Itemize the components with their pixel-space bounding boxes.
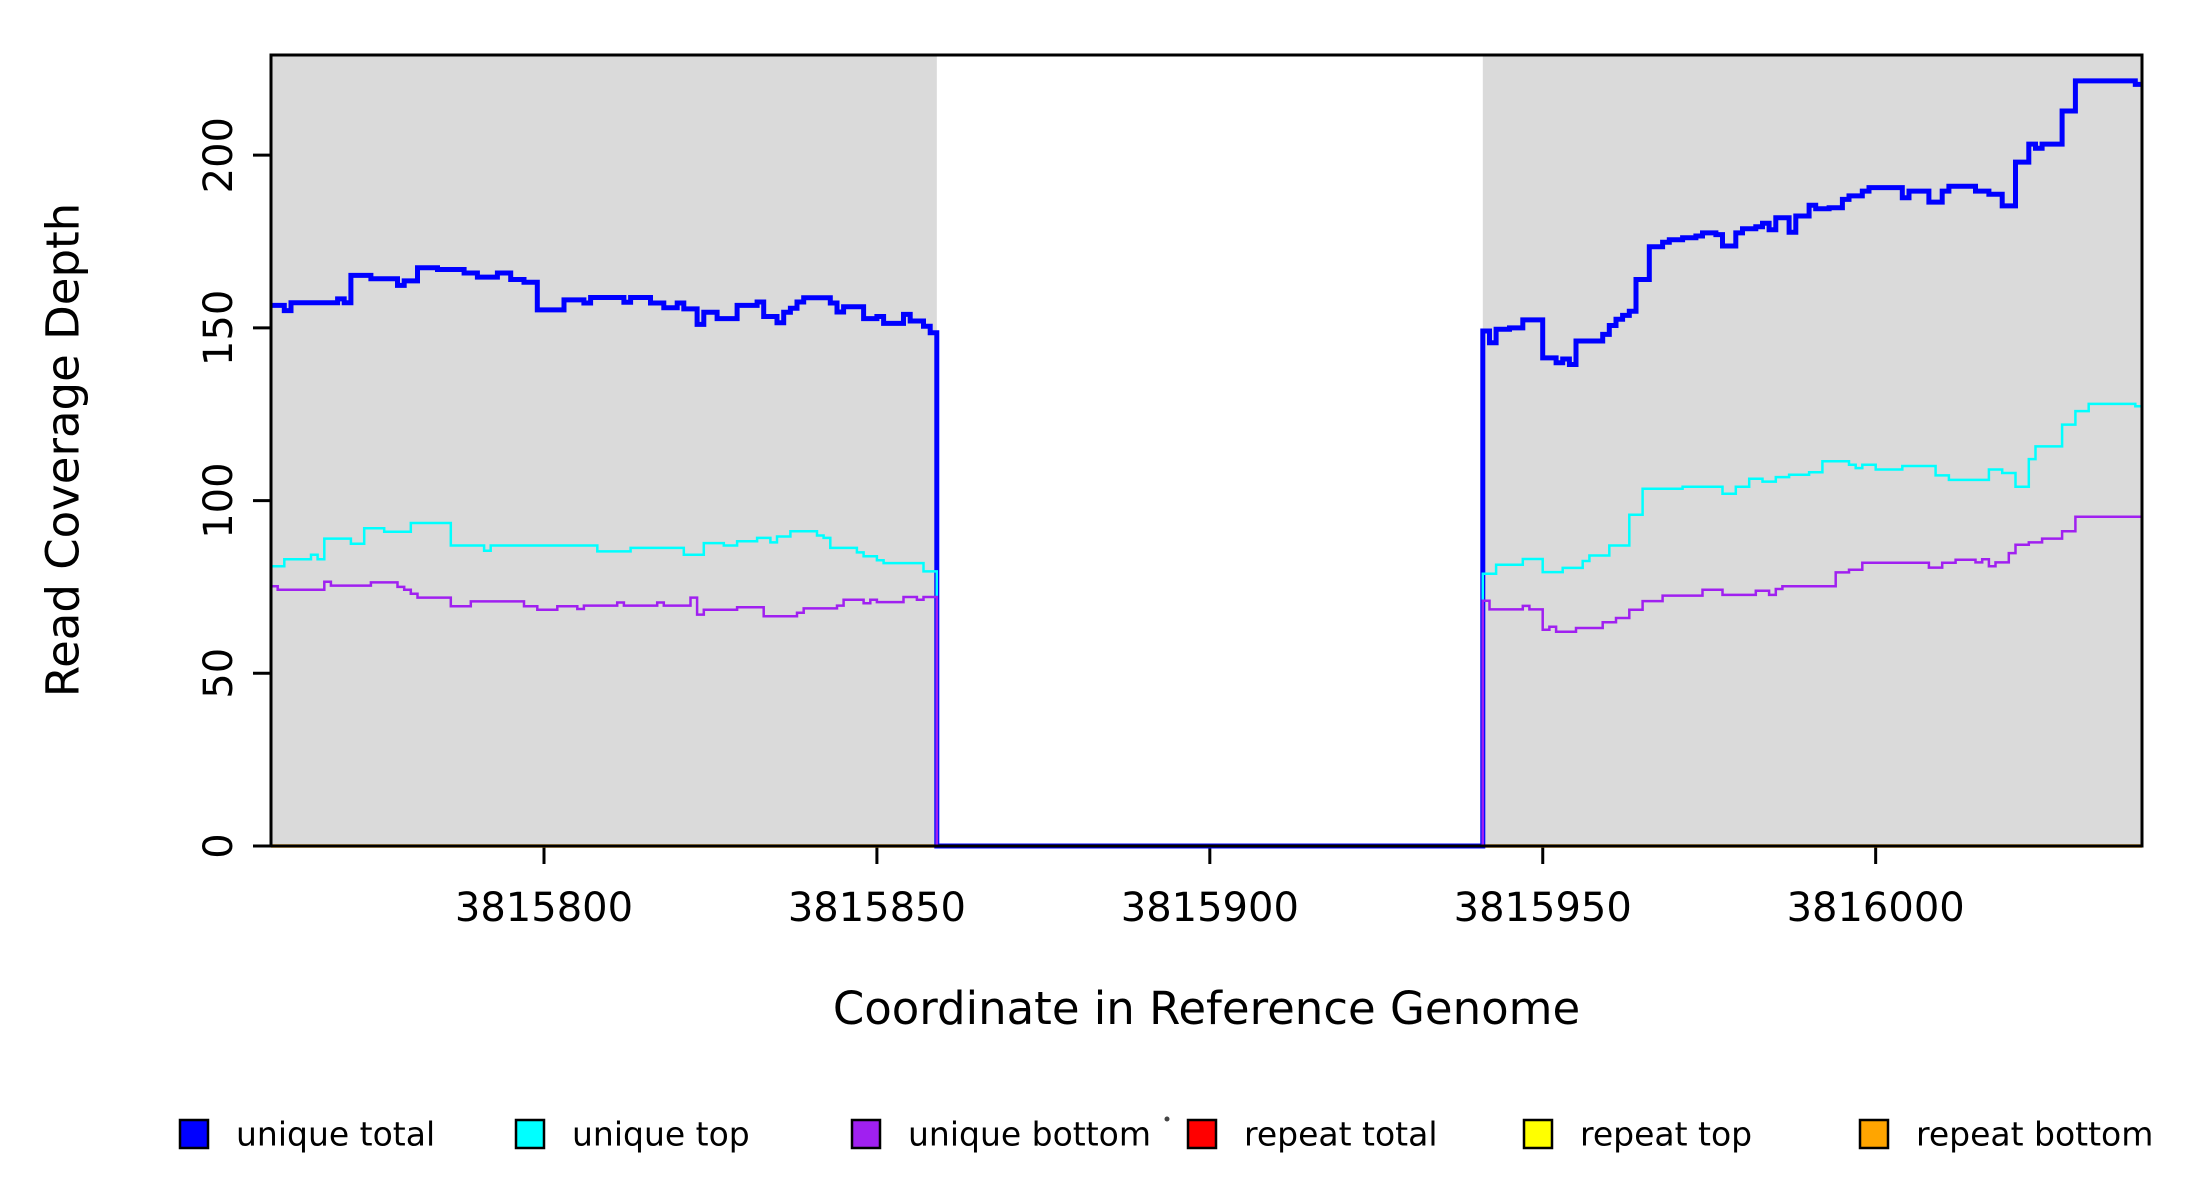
x-tick-label: 3815950 [1454,885,1632,931]
series-line-unique-top [271,402,2142,848]
legend-swatch-unique-total [178,1118,210,1150]
legend-label-repeat-top: repeat top [1580,1115,1752,1154]
legend-swatch-repeat-bottom [1858,1118,1890,1150]
legend-label-unique-top: unique top [572,1115,750,1154]
stray-dot-artifact [1164,1116,1170,1122]
y-tick-label: 0 [196,833,242,858]
y-tick-label: 200 [196,117,242,193]
x-tick-label: 3816000 [1787,885,1965,931]
y-tick-label: 50 [196,648,242,699]
shaded-region [1482,55,2142,846]
legend-label-unique-bottom: unique bottom [908,1115,1151,1154]
shaded-region [271,55,937,846]
legend-label-repeat-total: repeat total [1244,1115,1438,1154]
legend-swatch-unique-bottom [850,1118,882,1150]
y-tick-label: 100 [196,462,242,538]
plot-border [269,53,2144,848]
x-tick-label: 3815850 [788,885,966,931]
legend-label-unique-total: unique total [236,1115,435,1154]
x-tick-label: 3815800 [455,885,633,931]
legend-swatch-repeat-total [1186,1118,1218,1150]
legend-swatch-repeat-top [1522,1118,1554,1150]
legend-label-repeat-bottom: repeat bottom [1916,1115,2153,1154]
legend-swatch-unique-top [514,1118,546,1150]
y-axis-title: Read Coverage Depth [36,202,90,698]
series-line-unique-total [271,78,2142,849]
x-axis-title: Coordinate in Reference Genome [832,982,1581,1035]
y-tick-label: 150 [196,290,242,366]
x-tick-label: 3815900 [1121,885,1299,931]
